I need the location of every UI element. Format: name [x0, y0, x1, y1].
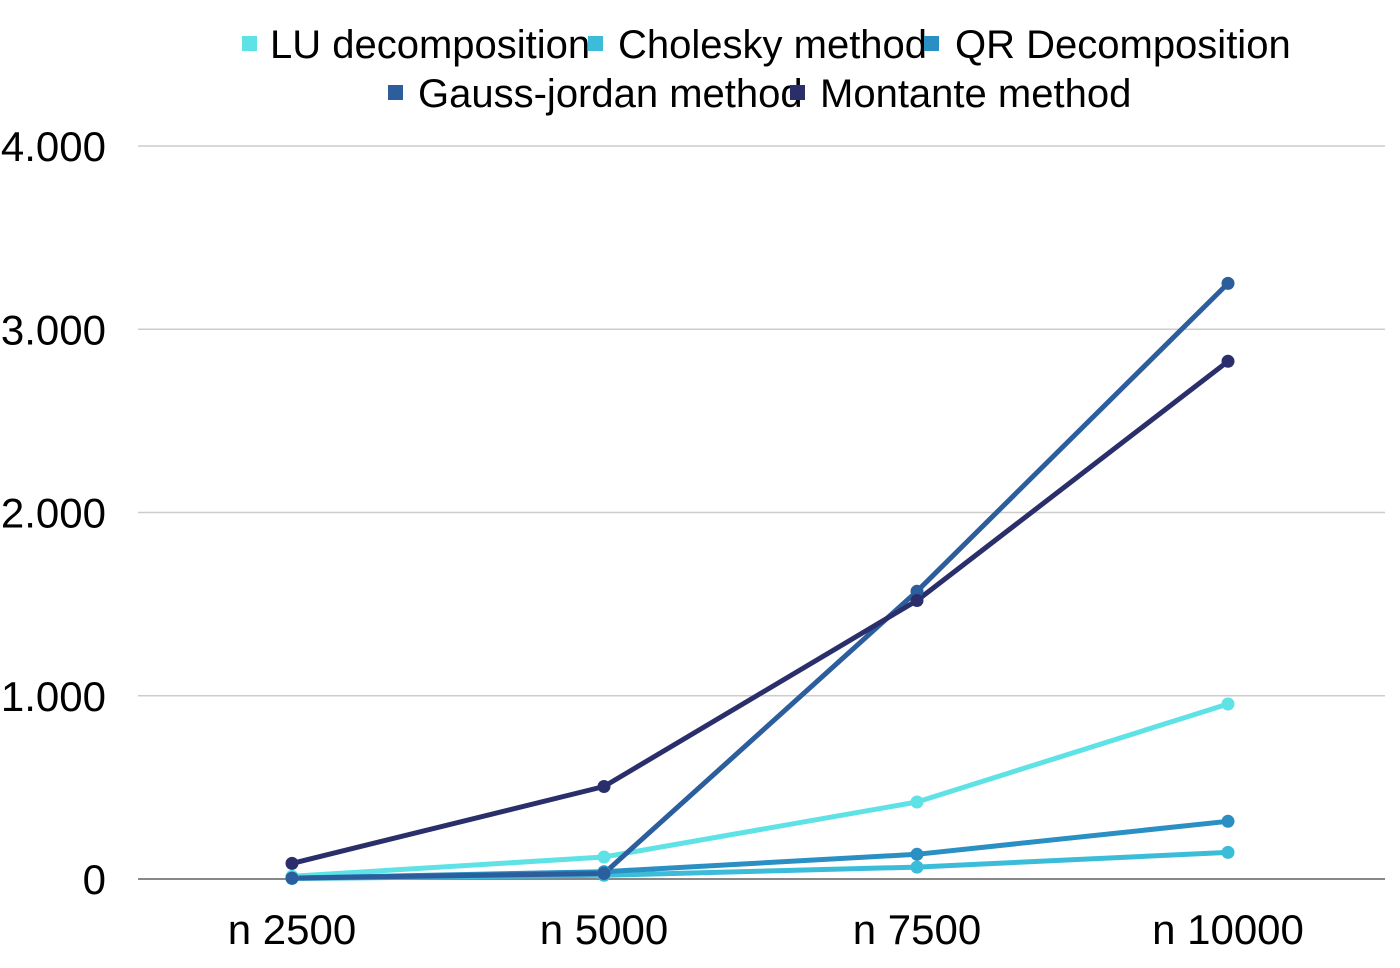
data-point	[910, 795, 924, 809]
y-tick-label: 0	[83, 856, 106, 903]
series-points	[285, 276, 1235, 885]
x-tick-label: n 2500	[228, 906, 356, 953]
x-tick-label: n 7500	[853, 906, 981, 953]
legend-swatch	[924, 36, 939, 51]
legend-swatch	[790, 85, 805, 100]
y-tick-label: 3.000	[1, 306, 106, 353]
legend: LU decomposition Cholesky method QR Decomp…	[242, 23, 1291, 116]
y-tick-label: 4.000	[1, 123, 106, 170]
data-point	[1221, 697, 1235, 711]
legend-label: LU decomposition	[270, 23, 590, 67]
data-point	[1221, 276, 1235, 290]
x-axis-ticks: n 2500 n 5000 n 7500 n 10000	[228, 906, 1304, 953]
legend-label: Gauss-jordan method	[418, 72, 803, 116]
legend-swatch	[242, 36, 257, 51]
legend-swatch	[588, 36, 603, 51]
series-line	[289, 701, 1231, 879]
data-point	[597, 867, 611, 880]
legend-swatch	[388, 85, 403, 100]
y-tick-label: 1.000	[1, 673, 106, 720]
series-line	[289, 358, 1231, 866]
data-point	[597, 780, 611, 793]
legend-label: Montante method	[820, 72, 1131, 116]
data-point	[1221, 354, 1235, 368]
y-tick-label: 2.000	[1, 490, 106, 537]
data-point	[597, 850, 611, 864]
legend-label: QR Decomposition	[955, 23, 1291, 67]
x-tick-label: n 10000	[1152, 906, 1304, 953]
data-point	[910, 847, 924, 861]
series-line	[289, 280, 1231, 881]
legend-label: Cholesky method	[618, 23, 927, 67]
data-point	[285, 856, 299, 870]
y-axis-ticks: 0 1.000 2.000 3.000 4.000	[1, 123, 106, 903]
data-point	[1221, 845, 1235, 859]
data-point	[285, 871, 299, 885]
data-point	[910, 860, 924, 874]
data-point	[910, 584, 924, 598]
x-tick-label: n 5000	[540, 906, 668, 953]
data-point	[910, 594, 924, 607]
data-point	[1221, 814, 1235, 828]
grid-lines	[138, 145, 1385, 880]
series-lines	[289, 280, 1231, 881]
